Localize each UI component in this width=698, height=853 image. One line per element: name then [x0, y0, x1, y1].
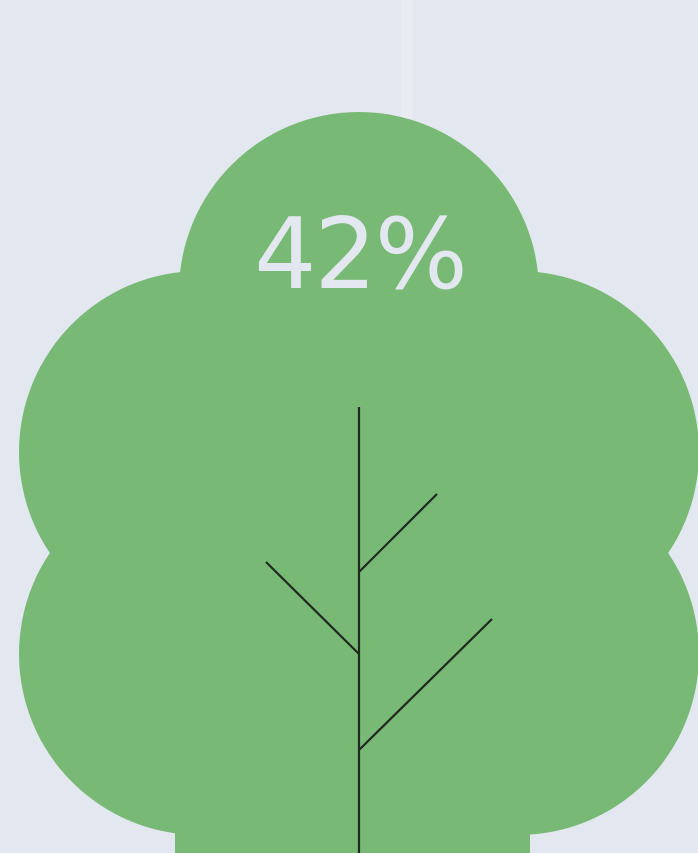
tree-illustration: 42% — [0, 0, 698, 853]
stripe — [401, 0, 413, 120]
percentage-label: 42% — [254, 198, 466, 312]
page: 42% (() => { const data = JSON.parse(doc… — [0, 0, 698, 853]
crown-base — [175, 640, 530, 853]
